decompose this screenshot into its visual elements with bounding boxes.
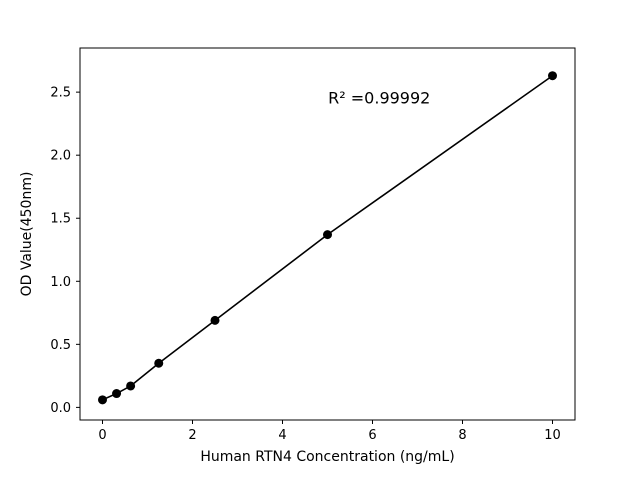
y-tick-label: 2.0 (50, 149, 71, 164)
y-tick-label: 2.5 (50, 86, 71, 101)
x-tick-label: 2 (188, 428, 196, 443)
data-point (210, 315, 220, 325)
y-axis-label: OD Value(450nm) (19, 172, 35, 297)
x-tick-label: 8 (458, 428, 466, 443)
y-tick-label: 0.0 (50, 401, 71, 416)
data-point (154, 358, 164, 368)
x-tick-label: 10 (544, 428, 561, 443)
data-point (112, 389, 122, 399)
x-tick-label: 6 (368, 428, 376, 443)
r-squared-annotation: R² =0.99992 (328, 88, 430, 107)
y-tick-label: 1.5 (50, 212, 71, 227)
data-point (98, 395, 107, 405)
x-tick-label: 0 (98, 428, 106, 443)
x-axis-label: Human RTN4 Concentration (ng/mL) (200, 449, 454, 465)
data-point (126, 381, 136, 391)
data-point (548, 71, 557, 81)
x-tick-label: 4 (278, 428, 286, 443)
data-point (323, 230, 332, 240)
plot-border (79, 47, 576, 421)
y-tick-label: 0.5 (50, 338, 71, 353)
y-tick-label: 1.0 (50, 275, 71, 290)
